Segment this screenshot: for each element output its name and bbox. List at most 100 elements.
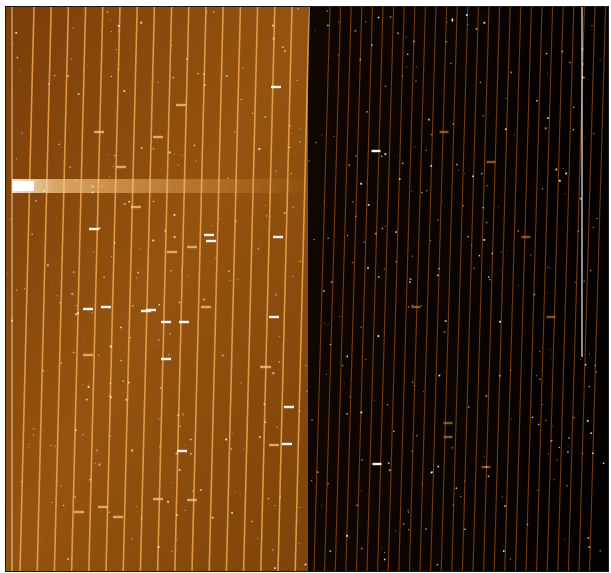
speck [394, 530, 396, 532]
speck [109, 345, 112, 348]
speck [152, 147, 155, 150]
speck [321, 134, 323, 136]
speck [365, 21, 367, 23]
speck [366, 111, 368, 113]
speck [191, 490, 193, 492]
speck [252, 112, 254, 114]
speck [87, 64, 89, 66]
speck [572, 128, 574, 131]
speck [85, 398, 88, 401]
speck [330, 281, 333, 283]
speck [511, 418, 512, 420]
speck [168, 354, 170, 356]
speck [555, 168, 558, 171]
speck [206, 11, 208, 13]
speck [161, 169, 162, 170]
speck [181, 154, 183, 156]
speck [329, 55, 331, 57]
speck [31, 450, 33, 452]
speck [129, 337, 131, 339]
speck [384, 153, 387, 156]
speck [438, 374, 441, 377]
emission-line [98, 505, 108, 509]
speck [547, 292, 549, 294]
speck [227, 491, 229, 493]
speck [430, 134, 432, 136]
speck [109, 87, 111, 89]
fiber-trace [19, 7, 35, 571]
speck [88, 383, 89, 385]
fiber-trace [578, 7, 596, 571]
speck [110, 31, 112, 33]
speck [74, 496, 76, 498]
speck [451, 446, 454, 449]
speck [299, 506, 301, 508]
speck [128, 200, 130, 203]
speck [544, 127, 547, 130]
speck [407, 510, 409, 512]
speck [289, 125, 292, 127]
emission-line [269, 443, 279, 447]
speck [298, 410, 301, 412]
speck [67, 558, 69, 560]
fiber-trace [294, 7, 310, 571]
speck [137, 271, 139, 274]
speck [242, 67, 244, 69]
speck [562, 167, 564, 169]
speck [203, 298, 205, 301]
speck [327, 324, 329, 326]
speck [24, 288, 26, 290]
speck [35, 199, 37, 202]
speck [182, 413, 184, 416]
speck [107, 154, 109, 155]
speck [98, 463, 101, 466]
speck [289, 146, 291, 148]
speck [533, 188, 534, 190]
speck [579, 197, 582, 200]
emission-line [187, 498, 197, 502]
speck [487, 276, 490, 278]
speck [413, 40, 415, 43]
speck [63, 504, 65, 507]
speck [482, 115, 484, 117]
speck [195, 160, 197, 162]
speck [190, 438, 192, 441]
speck [545, 419, 547, 422]
speck [517, 230, 519, 232]
speck [272, 37, 275, 40]
fiber-trace [536, 7, 554, 571]
speck [273, 567, 276, 570]
speck [16, 158, 18, 160]
fiber-trace [225, 7, 242, 571]
speck [184, 509, 186, 512]
speck [135, 277, 137, 279]
speck [360, 326, 362, 328]
speck [186, 58, 188, 60]
fiber-trace [334, 7, 352, 571]
speck [118, 30, 119, 32]
speck [92, 250, 95, 253]
speck [349, 396, 351, 398]
speck [28, 444, 30, 445]
speck [360, 490, 362, 492]
speck [506, 250, 508, 252]
speck [346, 413, 348, 415]
speck [157, 545, 160, 548]
speck [499, 375, 501, 377]
speck [443, 331, 446, 333]
speck [446, 21, 448, 23]
speck [265, 143, 266, 145]
speck [550, 358, 552, 360]
speck [323, 200, 325, 202]
speck [16, 56, 18, 59]
speck [363, 241, 365, 243]
emission-line [94, 130, 104, 134]
speck [41, 501, 42, 502]
emission-line [101, 305, 111, 309]
speck [592, 452, 594, 455]
speck [306, 390, 308, 392]
speck [450, 62, 452, 65]
speck [355, 215, 357, 217]
speck [389, 16, 392, 18]
speck [387, 462, 390, 464]
